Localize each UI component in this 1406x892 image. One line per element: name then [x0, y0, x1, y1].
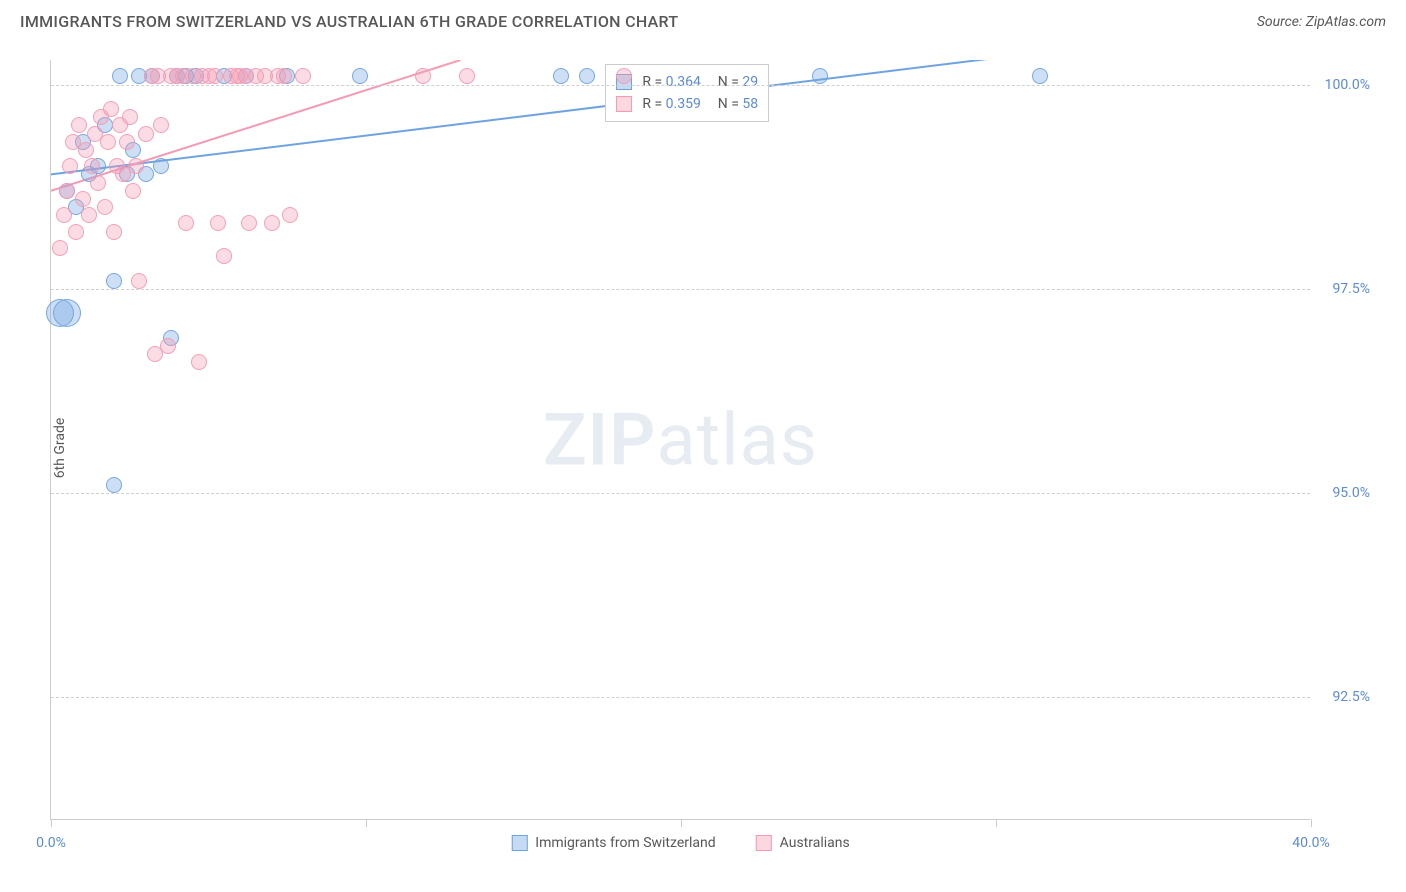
scatter-point [207, 68, 223, 84]
scatter-point [812, 68, 828, 84]
scatter-point [216, 248, 232, 264]
gridline [51, 85, 1310, 86]
scatter-point [210, 215, 226, 231]
source-credit: Source: ZipAtlas.com [1257, 14, 1386, 30]
scatter-point [122, 109, 138, 125]
x-tick-label: 0.0% [36, 835, 66, 851]
scatter-point [128, 158, 144, 174]
scatter-point [103, 101, 119, 117]
source-prefix: Source: [1257, 14, 1306, 30]
scatter-point [160, 338, 176, 354]
scatter-point [106, 477, 122, 493]
scatter-point [84, 158, 100, 174]
scatter-point [97, 199, 113, 215]
gridline [51, 289, 1310, 290]
plot-area: ZIPatlas R = 0.364 N = 29R = 0.359 N = 5… [50, 60, 1310, 820]
scatter-point [1032, 68, 1048, 84]
bottom-legend: Immigrants from Switzerland Australians [511, 835, 849, 851]
y-tick-label: 97.5% [1332, 281, 1370, 297]
n-label: N = 29 [711, 74, 758, 90]
scatter-point [106, 273, 122, 289]
scatter-point [59, 183, 75, 199]
scatter-point [138, 126, 154, 142]
scatter-point [276, 68, 292, 84]
scatter-point [415, 68, 431, 84]
source-link[interactable]: ZipAtlas.com [1306, 14, 1386, 30]
chart-title: IMMIGRANTS FROM SWITZERLAND VS AUSTRALIA… [20, 12, 678, 31]
x-tick [51, 819, 52, 827]
y-tick-label: 100.0% [1325, 77, 1370, 93]
legend-label: Immigrants from Switzerland [535, 835, 715, 851]
x-tick [996, 819, 997, 827]
stats-row: R = 0.364 N = 29 [616, 71, 758, 93]
scatter-point [53, 299, 81, 327]
watermark-bold: ZIP [543, 397, 656, 482]
scatter-point [78, 142, 94, 158]
x-tick [1311, 819, 1312, 827]
scatter-point [75, 191, 91, 207]
scatter-point [56, 207, 72, 223]
header: IMMIGRANTS FROM SWITZERLAND VS AUSTRALIA… [0, 0, 1406, 39]
y-tick-label: 92.5% [1332, 689, 1370, 705]
scatter-point [106, 224, 122, 240]
scatter-point [119, 134, 135, 150]
scatter-point [52, 240, 68, 256]
legend-swatch [511, 835, 527, 851]
scatter-point [191, 354, 207, 370]
x-tick-label: 40.0% [1292, 835, 1330, 851]
scatter-point [131, 273, 147, 289]
scatter-point [178, 215, 194, 231]
scatter-point [295, 68, 311, 84]
legend-swatch [616, 96, 632, 112]
scatter-point [112, 68, 128, 84]
gridline [51, 493, 1310, 494]
chart-container: 6th Grade ZIPatlas R = 0.364 N = 29R = 0… [50, 60, 1350, 820]
scatter-point [71, 117, 87, 133]
scatter-point [68, 224, 84, 240]
x-tick [681, 819, 682, 827]
scatter-point [81, 207, 97, 223]
scatter-point [616, 68, 632, 84]
legend-item: Australians [756, 835, 850, 851]
r-label: R = 0.359 [642, 96, 700, 112]
trend-lines [51, 60, 1311, 820]
scatter-point [125, 183, 141, 199]
stats-row: R = 0.359 N = 58 [616, 93, 758, 115]
scatter-point [579, 68, 595, 84]
legend-label: Australians [780, 835, 850, 851]
n-label: N = 58 [711, 96, 758, 112]
scatter-point [459, 68, 475, 84]
scatter-point [90, 175, 106, 191]
scatter-point [282, 207, 298, 223]
gridline [51, 697, 1310, 698]
scatter-point [153, 158, 169, 174]
x-tick [366, 819, 367, 827]
y-tick-label: 95.0% [1332, 485, 1370, 501]
scatter-point [62, 158, 78, 174]
scatter-point [241, 215, 257, 231]
scatter-point [153, 117, 169, 133]
scatter-point [264, 215, 280, 231]
scatter-point [100, 134, 116, 150]
watermark-light: atlas [656, 397, 818, 482]
legend-swatch [756, 835, 772, 851]
legend-item: Immigrants from Switzerland [511, 835, 715, 851]
scatter-point [352, 68, 368, 84]
scatter-point [553, 68, 569, 84]
r-label: R = 0.364 [642, 74, 700, 90]
watermark: ZIPatlas [543, 397, 818, 482]
